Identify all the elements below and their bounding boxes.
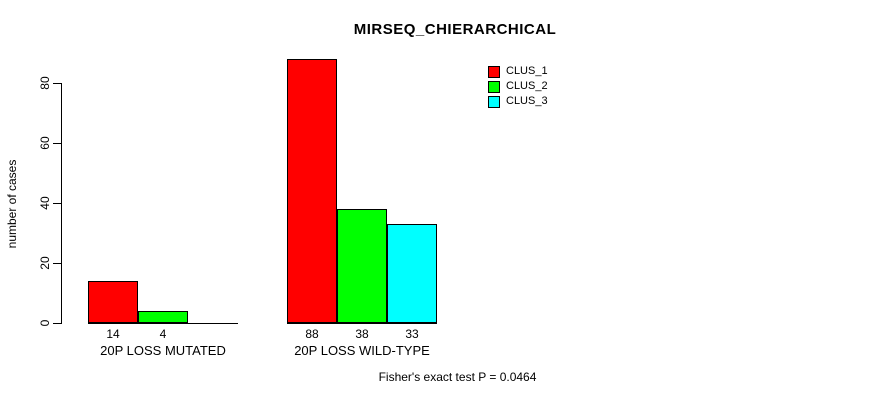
bar-clus_2-group2: [337, 209, 387, 323]
legend-item: CLUS_2: [488, 79, 548, 94]
y-tick-label: 60: [38, 136, 52, 150]
y-tick-label: 40: [38, 196, 52, 210]
bar-value-label: 88: [305, 327, 319, 341]
y-axis-tick: [53, 263, 61, 264]
bar-value-label: 33: [405, 327, 419, 341]
legend-item: CLUS_3: [488, 94, 548, 109]
x-category-label: 20P LOSS WILD-TYPE: [294, 343, 430, 358]
bar-clus_1-group1: [88, 281, 138, 323]
bar-value-label: 4: [159, 327, 167, 341]
legend-label: CLUS_1: [506, 65, 548, 77]
y-tick-label: 20: [38, 256, 52, 270]
legend-label: CLUS_2: [506, 80, 548, 92]
y-axis-tick: [53, 143, 61, 144]
y-axis-title: number of cases: [5, 159, 19, 249]
bar-clus_2-group1: [138, 311, 188, 323]
y-tick-label: 0: [38, 319, 52, 327]
y-axis-tick: [53, 323, 61, 324]
bar-value-label: 14: [106, 327, 120, 341]
bar-clus_3-group2: [387, 224, 437, 323]
y-axis-line: [61, 83, 62, 324]
legend-swatch-clus_2: [488, 80, 500, 93]
legend-swatch-clus_3: [488, 95, 500, 108]
stat-annotation: Fisher's exact test P = 0.0464: [378, 370, 537, 384]
legend-label: CLUS_3: [506, 95, 548, 107]
legend: CLUS_1 CLUS_2 CLUS_3: [488, 64, 548, 109]
y-tick-label: 80: [38, 76, 52, 90]
y-axis-tick: [53, 203, 61, 204]
bar-clus_1-group2: [287, 59, 337, 323]
chart-title: MIRSEQ_CHIERARCHICAL: [353, 21, 557, 38]
legend-swatch-clus_1: [488, 65, 500, 78]
bar-value-label: 38: [355, 327, 369, 341]
legend-item: CLUS_1: [488, 64, 548, 79]
group-baseline: [88, 323, 238, 324]
y-axis-tick: [53, 83, 61, 84]
group-baseline: [287, 323, 437, 324]
x-category-label: 20P LOSS MUTATED: [100, 343, 226, 358]
